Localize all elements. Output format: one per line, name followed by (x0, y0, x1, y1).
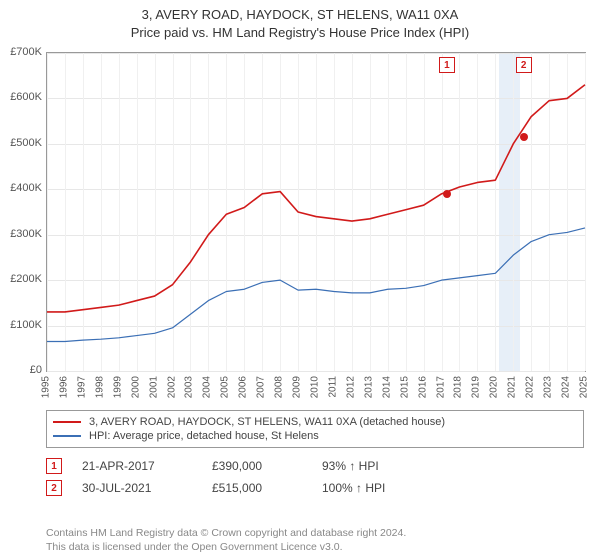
chart-title: 3, AVERY ROAD, HAYDOCK, ST HELENS, WA11 … (0, 6, 600, 24)
x-axis-label: 2013 (363, 376, 374, 398)
sale-row: 1 21-APR-2017£390,00093% ↑ HPI (46, 458, 584, 474)
y-axis-label: £700K (2, 46, 42, 58)
x-axis-label: 2018 (453, 376, 464, 398)
legend-label: 3, AVERY ROAD, HAYDOCK, ST HELENS, WA11 … (89, 416, 445, 428)
x-axis-label: 1998 (94, 376, 105, 398)
event-dot (443, 190, 451, 198)
x-axis-label: 1999 (112, 376, 123, 398)
x-axis-label: 1995 (41, 376, 52, 398)
legend-swatch (53, 435, 81, 437)
sale-marker: 2 (46, 480, 62, 496)
x-axis-label: 2021 (507, 376, 518, 398)
x-axis-label: 2007 (256, 376, 267, 398)
series-line-hpi (47, 228, 585, 342)
gridline-h (47, 371, 585, 372)
x-axis-label: 2016 (417, 376, 428, 398)
plot-area: 12 (46, 52, 586, 372)
x-axis-label: 2006 (238, 376, 249, 398)
legend-label: HPI: Average price, detached house, St H… (89, 430, 319, 442)
legend-item: HPI: Average price, detached house, St H… (53, 430, 577, 442)
x-axis-label: 1997 (76, 376, 87, 398)
x-axis-label: 2014 (381, 376, 392, 398)
event-marker: 2 (516, 57, 532, 73)
y-axis-label: £500K (2, 137, 42, 149)
chart-svg (47, 53, 585, 371)
sale-date: 30-JUL-2021 (82, 481, 212, 495)
x-axis-label: 2005 (220, 376, 231, 398)
series-line-price_paid (47, 85, 585, 312)
x-axis-label: 2015 (399, 376, 410, 398)
x-axis-label: 2000 (130, 376, 141, 398)
x-axis-label: 2024 (561, 376, 572, 398)
legend-swatch (53, 421, 81, 423)
sale-pct: 100% ↑ HPI (322, 481, 452, 495)
x-axis-label: 2017 (435, 376, 446, 398)
x-axis-label: 2011 (327, 376, 338, 398)
y-axis-label: £300K (2, 228, 42, 240)
legend: 3, AVERY ROAD, HAYDOCK, ST HELENS, WA11 … (46, 410, 584, 448)
x-axis-label: 2012 (345, 376, 356, 398)
event-dot (520, 133, 528, 141)
chart-container: 3, AVERY ROAD, HAYDOCK, ST HELENS, WA11 … (0, 0, 600, 560)
y-axis-label: £0 (2, 364, 42, 376)
y-axis-label: £200K (2, 273, 42, 285)
sale-date: 21-APR-2017 (82, 459, 212, 473)
sale-row: 2 30-JUL-2021£515,000100% ↑ HPI (46, 480, 584, 496)
sales-table: 1 21-APR-2017£390,00093% ↑ HPI 2 30-JUL-202… (46, 452, 584, 502)
x-axis-label: 2019 (471, 376, 482, 398)
x-axis-label: 2001 (148, 376, 159, 398)
sale-price: £515,000 (212, 481, 322, 495)
x-axis-label: 2020 (489, 376, 500, 398)
footer-line-2: This data is licensed under the Open Gov… (46, 540, 584, 554)
footer-line-1: Contains HM Land Registry data © Crown c… (46, 526, 584, 540)
event-marker: 1 (439, 57, 455, 73)
y-axis-label: £600K (2, 91, 42, 103)
x-axis-label: 2022 (525, 376, 536, 398)
legend-item: 3, AVERY ROAD, HAYDOCK, ST HELENS, WA11 … (53, 416, 577, 428)
chart-subtitle: Price paid vs. HM Land Registry's House … (0, 24, 600, 42)
x-axis-label: 2010 (310, 376, 321, 398)
footer: Contains HM Land Registry data © Crown c… (46, 526, 584, 554)
y-axis-label: £100K (2, 319, 42, 331)
x-axis-label: 2004 (202, 376, 213, 398)
x-axis-label: 2003 (184, 376, 195, 398)
sale-marker: 1 (46, 458, 62, 474)
chart-title-block: 3, AVERY ROAD, HAYDOCK, ST HELENS, WA11 … (0, 0, 600, 41)
x-axis-label: 2008 (274, 376, 285, 398)
x-axis-label: 2025 (579, 376, 590, 398)
x-axis-label: 2023 (543, 376, 554, 398)
x-axis-label: 2009 (292, 376, 303, 398)
x-axis-label: 1996 (58, 376, 69, 398)
gridline-v (585, 53, 586, 371)
y-axis-label: £400K (2, 182, 42, 194)
sale-pct: 93% ↑ HPI (322, 459, 452, 473)
sale-price: £390,000 (212, 459, 322, 473)
x-axis-label: 2002 (166, 376, 177, 398)
